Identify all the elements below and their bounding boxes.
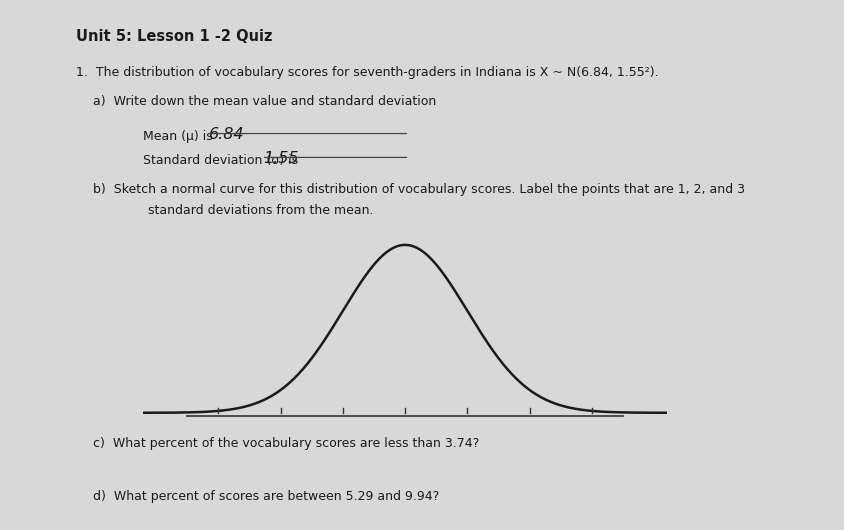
Text: 6.84: 6.84 — [209, 127, 245, 142]
Text: 1.  The distribution of vocabulary scores for seventh-graders in Indiana is X ~ : 1. The distribution of vocabulary scores… — [76, 66, 658, 80]
Text: d)  What percent of scores are between 5.29 and 9.94?: d) What percent of scores are between 5.… — [93, 490, 439, 503]
Text: Mean (μ) is: Mean (μ) is — [143, 130, 214, 143]
Text: standard deviations from the mean.: standard deviations from the mean. — [148, 204, 373, 217]
Text: Unit 5: Lesson 1 -2 Quiz: Unit 5: Lesson 1 -2 Quiz — [76, 29, 273, 44]
Text: b)  Sketch a normal curve for this distribution of vocabulary scores. Label the : b) Sketch a normal curve for this distri… — [93, 183, 745, 196]
Text: c)  What percent of the vocabulary scores are less than 3.74?: c) What percent of the vocabulary scores… — [93, 437, 479, 450]
Text: Standard deviation (σ) is: Standard deviation (σ) is — [143, 154, 299, 167]
Text: 1.55: 1.55 — [263, 151, 299, 166]
Text: a)  Write down the mean value and standard deviation: a) Write down the mean value and standar… — [93, 95, 436, 109]
